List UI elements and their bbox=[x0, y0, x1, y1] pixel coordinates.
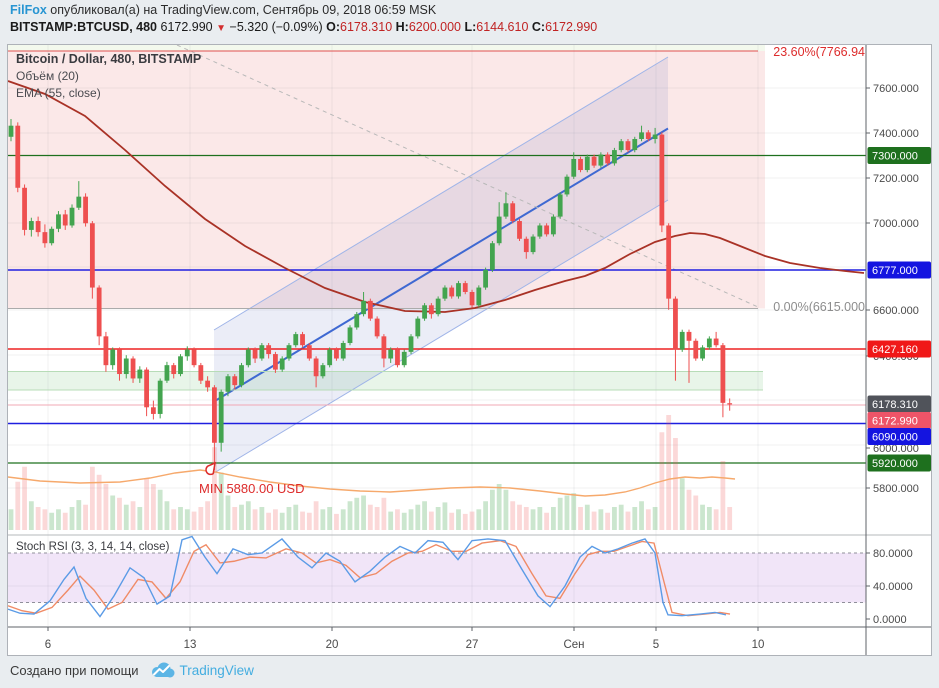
svg-text:6: 6 bbox=[45, 639, 51, 651]
tradingview-link[interactable]: TradingView bbox=[179, 662, 254, 678]
footer-text: Создано при помощи bbox=[10, 662, 139, 678]
close-value: 6172.990 bbox=[545, 20, 598, 34]
svg-text:6777.000: 6777.000 bbox=[872, 265, 918, 277]
svg-text:6427.160: 6427.160 bbox=[872, 344, 918, 356]
svg-text:6178.310: 6178.310 bbox=[872, 399, 918, 411]
svg-text:7000.000: 7000.000 bbox=[873, 218, 919, 230]
svg-text:5800.000: 5800.000 bbox=[873, 483, 919, 495]
svg-text:5920.000: 5920.000 bbox=[872, 458, 918, 470]
svg-text:6090.000: 6090.000 bbox=[872, 432, 918, 444]
svg-text:80.0000: 80.0000 bbox=[873, 548, 913, 560]
footer: Создано при помощи TradingView bbox=[10, 661, 254, 679]
price-change: −5.320 (−0.09%) bbox=[229, 20, 323, 34]
svg-text:6172.990: 6172.990 bbox=[872, 416, 918, 428]
svg-text:7200.000: 7200.000 bbox=[873, 173, 919, 185]
svg-text:Сен: Сен bbox=[563, 639, 584, 651]
last-price: 6172.990 bbox=[160, 20, 213, 34]
symbol-label: BITSTAMP:BTCUSD, 480 bbox=[10, 20, 158, 34]
high-label: H: bbox=[395, 20, 409, 34]
svg-text:40.0000: 40.0000 bbox=[873, 581, 913, 593]
svg-text:7600.000: 7600.000 bbox=[873, 83, 919, 95]
close-label: C: bbox=[531, 20, 546, 34]
chart-container: 7600.000 7400.000 7200.000 7000.000 6600.000… bbox=[7, 44, 932, 656]
low-value: 6144.610 bbox=[476, 20, 529, 34]
down-arrow-icon: ▼ bbox=[216, 23, 227, 34]
chart-canvas[interactable]: 7600.000 7400.000 7200.000 7000.000 6600.000… bbox=[8, 45, 931, 655]
svg-text:13: 13 bbox=[184, 639, 197, 651]
publish-text: опубликовал(а) на TradingView.com, Сентя… bbox=[46, 3, 437, 17]
open-value: 6178.310 bbox=[340, 20, 393, 34]
svg-text:20: 20 bbox=[326, 639, 339, 651]
high-value: 6200.000 bbox=[408, 20, 461, 34]
svg-text:10: 10 bbox=[752, 639, 765, 651]
tradingview-logo-icon bbox=[151, 662, 175, 678]
svg-text:7300.000: 7300.000 bbox=[872, 151, 918, 163]
svg-text:7400.000: 7400.000 bbox=[873, 128, 919, 140]
author-link[interactable]: FilFox bbox=[10, 3, 47, 17]
svg-text:27: 27 bbox=[466, 639, 479, 651]
low-label: L: bbox=[464, 20, 477, 34]
svg-text:6600.000: 6600.000 bbox=[873, 305, 919, 317]
symbol-ohlc-line: BITSTAMP:BTCUSD, 480 6172.990 ▼ −5.320 (… bbox=[10, 20, 597, 34]
svg-text:5: 5 bbox=[653, 639, 659, 651]
open-label: O: bbox=[326, 20, 341, 34]
svg-text:0.0000: 0.0000 bbox=[873, 614, 907, 626]
svg-text:6000.000: 6000.000 bbox=[873, 443, 919, 455]
publish-info-line: FilFox опубликовал(а) на TradingView.com… bbox=[10, 3, 436, 17]
